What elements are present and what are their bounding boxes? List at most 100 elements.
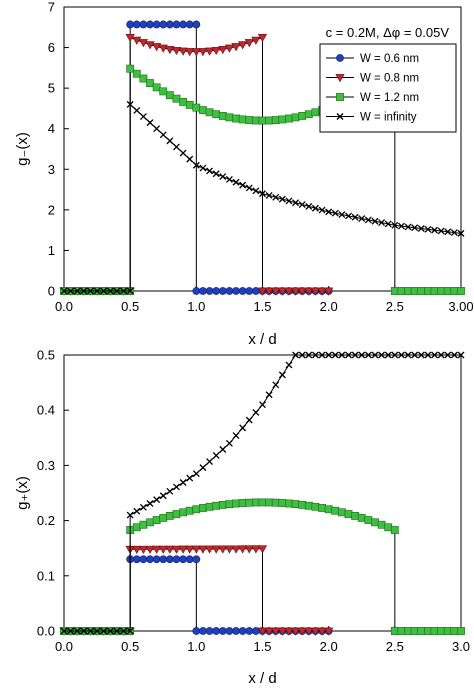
data-point: [146, 555, 154, 564]
data-point: [172, 555, 181, 564]
zero-point: [238, 287, 247, 295]
data-point: [206, 167, 214, 175]
x-tick-label: 2.0: [320, 639, 338, 654]
data-point: [211, 46, 221, 56]
zero-point: [324, 627, 334, 636]
data-point: [424, 351, 432, 359]
data-point: [232, 499, 240, 508]
data-point: [291, 113, 300, 122]
data-point: [344, 510, 353, 518]
legend-label: W = infinity: [360, 112, 417, 124]
data-point: [244, 39, 254, 48]
legend-label: W = 0.8 nm: [360, 73, 419, 85]
data-point: [251, 545, 261, 554]
data-point: [198, 48, 208, 57]
zero-point: [404, 627, 412, 635]
data-point: [152, 83, 161, 92]
data-point: [179, 555, 187, 564]
legend: W = 0.6 nm W = 0.8 nm W = 1.2 nm W = infini…: [319, 43, 457, 133]
data-point: [265, 116, 274, 125]
data-point: [206, 458, 214, 465]
zero-point: [457, 287, 465, 295]
data-point: [272, 381, 280, 389]
data-point: [204, 47, 215, 56]
data-point: [192, 161, 200, 169]
data-point: [212, 110, 221, 119]
zero-point: [290, 627, 301, 636]
data-point: [278, 499, 287, 507]
data-point: [238, 115, 247, 124]
data-point: [364, 216, 372, 224]
data-point: [431, 226, 438, 234]
zero-point: [80, 627, 88, 635]
data-point: [212, 501, 221, 510]
zero-point: [390, 627, 399, 635]
data-point: [311, 204, 319, 212]
data-point: [252, 187, 260, 195]
zero-point: [264, 287, 274, 296]
data-point: [431, 351, 438, 359]
x-tick-label: 2.5: [386, 299, 404, 314]
data-point: [345, 212, 352, 220]
y-tick-label: 1: [48, 243, 55, 258]
y-tick-label: 2: [48, 202, 55, 217]
zero-point: [457, 627, 465, 635]
zero-point: [60, 627, 68, 635]
legend-marker: [335, 74, 345, 83]
zero-point: [277, 627, 287, 636]
data-point: [377, 520, 386, 529]
data-point: [186, 474, 194, 482]
zero-point: [450, 627, 459, 635]
data-point: [218, 112, 227, 120]
series-w-0-6-nm: [60, 20, 333, 295]
zero-point: [192, 627, 201, 635]
data-point: [331, 351, 339, 359]
data-point: [212, 452, 220, 459]
zero-point: [120, 287, 128, 295]
zero-point: [113, 287, 121, 295]
data-point: [159, 20, 168, 29]
data-point: [371, 217, 379, 225]
data-point: [218, 545, 228, 554]
zero-point: [450, 287, 459, 295]
data-point: [364, 351, 372, 359]
legend-label: W = 0.6 nm: [360, 53, 419, 65]
legend-marker: [336, 113, 344, 120]
data-point: [258, 498, 267, 507]
data-point: [259, 401, 266, 409]
data-point: [126, 100, 134, 108]
zero-point: [271, 627, 281, 636]
zero-point: [245, 627, 254, 635]
data-point: [192, 20, 201, 29]
data-point: [251, 36, 261, 45]
data-point: [179, 20, 187, 29]
data-point: [437, 227, 445, 235]
data-point: [153, 496, 161, 504]
data-point: [139, 520, 148, 529]
x-axis-title: x / d: [248, 331, 276, 348]
data-point: [133, 507, 141, 515]
data-point: [179, 98, 187, 106]
x-tick-label: 3.0: [452, 639, 470, 654]
data-point: [404, 223, 412, 231]
zero-point: [430, 627, 439, 635]
data-point: [159, 492, 167, 500]
data-point: [444, 351, 452, 359]
data-point: [125, 34, 135, 43]
data-point: [146, 500, 154, 507]
data-point: [298, 201, 306, 209]
data-point: [252, 408, 260, 416]
data-point: [152, 20, 161, 29]
data-point: [291, 500, 300, 509]
data-point: [179, 479, 187, 486]
data-point: [171, 46, 182, 56]
data-point: [285, 499, 293, 508]
x-axis-title: x / d: [248, 670, 276, 687]
zero-point: [317, 287, 327, 296]
data-point: [126, 511, 134, 519]
zero-point: [100, 627, 108, 635]
data-point: [166, 137, 174, 145]
y-tick-label: 0.0: [37, 624, 55, 639]
data-point: [192, 470, 200, 478]
data-point: [178, 545, 188, 554]
